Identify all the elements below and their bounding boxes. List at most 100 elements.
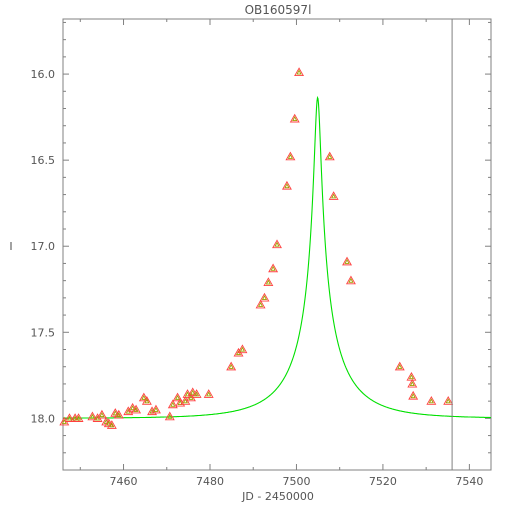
triangle-marker-inner	[144, 398, 150, 404]
triangle-marker-inner	[330, 193, 337, 199]
data-point-marker	[191, 389, 202, 398]
triangle-marker	[138, 392, 149, 402]
data-point-marker	[172, 392, 183, 402]
triangle-marker-inner	[428, 398, 434, 404]
data-point-marker	[73, 413, 84, 422]
triangle-marker-inner	[327, 153, 333, 159]
data-point-marker	[328, 191, 339, 200]
triangle-marker-inner	[112, 410, 118, 416]
data-point-marker	[106, 420, 117, 429]
triangle-marker-inner	[141, 394, 147, 400]
data-point-marker	[147, 406, 158, 416]
triangle-marker-inner	[177, 400, 183, 405]
triangle-marker-inner	[239, 346, 246, 352]
data-point-marker	[408, 390, 419, 400]
triangle-marker	[281, 180, 292, 190]
triangle-marker-inner	[261, 295, 268, 300]
triangle-marker	[406, 371, 417, 381]
triangle-marker	[237, 344, 248, 354]
triangle-marker-inner	[133, 406, 139, 412]
x-tick-label: 7520	[369, 475, 397, 488]
data-point-marker	[324, 151, 335, 161]
y-tick-label: 16.5	[31, 154, 56, 167]
triangle-marker	[131, 404, 142, 414]
triangle-marker-inner	[116, 412, 122, 418]
y-tick-label: 16.0	[31, 68, 56, 81]
data-point-marker	[281, 180, 292, 190]
triangle-marker-inner	[106, 420, 112, 426]
triangle-marker	[167, 399, 178, 409]
y-axis-ticks: 16.0 16.5 17.0 17.5 18.0	[31, 21, 491, 454]
triangle-marker	[394, 361, 405, 371]
data-point-marker	[263, 277, 274, 286]
model-fit-curve	[63, 95, 491, 419]
triangle-marker	[113, 409, 124, 419]
y-tick-label: 17.5	[31, 326, 56, 339]
triangle-marker	[289, 113, 300, 123]
triangle-marker	[191, 389, 202, 398]
triangle-marker	[96, 409, 107, 419]
data-point-marker	[237, 344, 248, 354]
data-point-marker	[141, 396, 152, 405]
triangle-marker-inner	[265, 279, 271, 285]
data-point-marker	[268, 263, 279, 273]
triangle-marker	[141, 396, 152, 405]
data-point-marker	[226, 361, 237, 371]
triangle-marker	[150, 404, 161, 414]
data-point-marker	[150, 404, 161, 414]
triangle-marker	[73, 413, 84, 422]
data-point-marker	[259, 292, 270, 302]
triangle-marker	[294, 67, 305, 76]
triangle-marker-inner	[75, 415, 82, 421]
triangle-marker-inner	[190, 389, 196, 395]
x-tick-label: 7540	[455, 475, 483, 488]
triangle-marker-inner	[184, 391, 191, 397]
data-point-marker	[203, 389, 214, 398]
triangle-marker-inner	[409, 381, 415, 387]
data-point-marker	[406, 371, 417, 381]
triangle-marker-inner	[206, 391, 212, 397]
y-tick-label: 18.0	[31, 412, 56, 425]
y-tick-label: 17.0	[31, 240, 56, 253]
triangle-marker	[443, 396, 454, 405]
data-point-marker	[64, 413, 75, 422]
data-point-marker	[110, 408, 121, 417]
x-tick-label: 7480	[196, 475, 224, 488]
data-point-marker	[187, 387, 198, 397]
triangle-marker-inner	[170, 401, 176, 407]
data-point-marker	[96, 409, 107, 419]
triangle-marker	[407, 378, 418, 388]
triangle-marker-inner	[445, 398, 451, 404]
triangle-marker	[172, 392, 183, 402]
chart-title: OB160597l	[245, 3, 312, 17]
triangle-marker-inner	[257, 301, 264, 307]
data-point-marker	[87, 411, 98, 421]
x-axis-ticks: 7460 7480 7500 7520 7540	[79, 19, 483, 488]
x-axis-label: JD - 2450000	[241, 490, 314, 503]
triangle-marker-inner	[89, 413, 96, 419]
model-curve-layer	[63, 95, 491, 419]
triangle-marker	[259, 292, 270, 302]
data-point-marker	[443, 396, 454, 405]
x-tick-label: 7500	[282, 475, 310, 488]
triangle-marker-inner	[129, 405, 136, 411]
triangle-marker	[345, 275, 356, 285]
triangle-marker	[203, 389, 214, 398]
triangle-marker	[64, 413, 75, 422]
data-point-marker	[272, 239, 282, 249]
data-point-marker	[394, 361, 405, 371]
triangle-marker	[101, 416, 112, 426]
triangle-marker-inner	[193, 391, 200, 397]
triangle-marker-inner	[99, 412, 105, 418]
data-point-marker	[342, 256, 353, 266]
data-point-marker	[345, 275, 356, 285]
triangle-marker	[272, 239, 282, 249]
data-point-marker	[407, 378, 418, 388]
plot-frame	[62, 18, 492, 471]
triangle-marker	[342, 256, 353, 266]
triangle-marker-inner	[410, 393, 416, 399]
triangle-marker	[263, 277, 274, 286]
triangle-marker	[328, 191, 339, 200]
triangle-marker-inner	[274, 241, 280, 247]
